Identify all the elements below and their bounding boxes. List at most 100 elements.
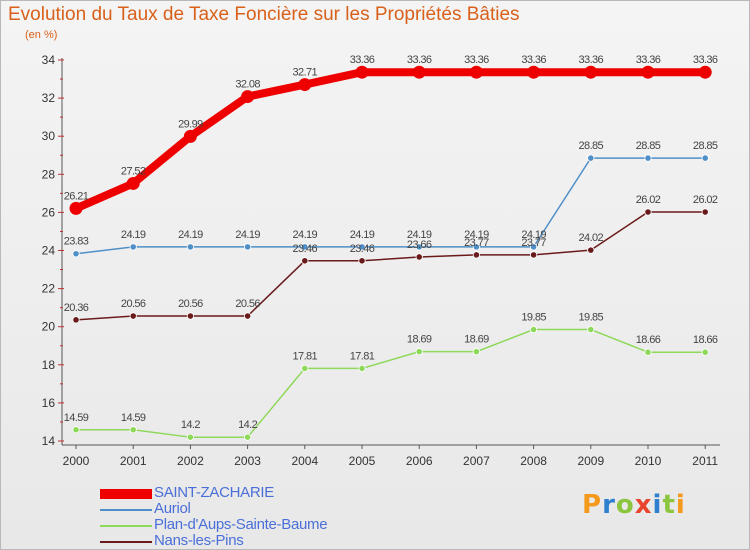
legend-label: SAINT-ZACHARIE	[154, 484, 274, 501]
data-point	[129, 426, 137, 434]
data-label: 20.36	[64, 302, 89, 314]
data-label: 24.19	[350, 229, 375, 241]
data-label: 28.85	[636, 140, 661, 152]
legend-item: Plan-d'Aups-Sainte-Baume	[100, 516, 360, 534]
data-label: 24.19	[407, 229, 432, 241]
proxiti-logo: Proxiti	[582, 490, 686, 520]
data-point	[183, 129, 197, 143]
data-label: 24.19	[464, 229, 489, 241]
x-tick-label: 2009	[577, 454, 604, 468]
data-point	[472, 348, 480, 356]
y-tick-label: 18	[42, 358, 56, 372]
data-point	[529, 243, 538, 251]
data-label: 18.69	[464, 334, 489, 346]
y-tick-label: 22	[42, 282, 56, 296]
data-point	[701, 348, 709, 356]
chart-subtitle: (en %)	[25, 29, 58, 41]
data-label: 28.85	[693, 140, 718, 152]
data-label: 26.02	[693, 194, 718, 206]
series-line-saint-zacharie	[72, 68, 710, 213]
legend-swatch	[100, 525, 152, 527]
y-tick-label: 30	[42, 129, 56, 143]
legend-item: Auriol	[100, 500, 360, 518]
data-point	[72, 250, 80, 258]
data-label: 14.2	[238, 419, 257, 431]
x-tick-label: 2010	[635, 454, 662, 468]
legend-item: Nans-les-Pins	[100, 532, 360, 550]
x-tick-label: 2001	[120, 454, 147, 468]
x-tick-label: 2011	[692, 454, 718, 468]
data-point	[472, 251, 480, 259]
data-label: 27.52	[121, 165, 146, 177]
y-tick-label: 16	[42, 396, 56, 410]
data-label: 24.02	[579, 232, 604, 244]
data-point	[358, 257, 366, 265]
data-label: 23.46	[350, 243, 375, 255]
data-point	[186, 433, 194, 441]
data-point	[529, 325, 538, 334]
data-point	[358, 364, 366, 373]
data-label: 23.66	[407, 239, 432, 251]
data-point	[698, 65, 712, 79]
data-label: 14.59	[64, 412, 89, 424]
data-label: 23.77	[521, 237, 546, 249]
data-point	[412, 65, 426, 79]
data-point	[186, 243, 194, 251]
data-label: 28.85	[579, 140, 604, 152]
data-label: 32.08	[235, 79, 260, 91]
y-tick-label: 14	[42, 434, 56, 448]
data-label: 24.19	[178, 229, 203, 241]
data-label: 18.66	[636, 334, 661, 346]
legend-swatch	[100, 489, 152, 499]
data-point	[72, 316, 80, 324]
data-label: 33.36	[407, 54, 432, 66]
x-tick-label: 2006	[406, 454, 433, 468]
data-point	[69, 201, 83, 215]
data-point	[415, 243, 423, 251]
data-point	[129, 312, 137, 320]
data-point	[644, 154, 652, 162]
x-tick-label: 2003	[234, 454, 261, 468]
data-label: 33.36	[579, 54, 604, 66]
legend-swatch	[100, 541, 152, 543]
data-point	[244, 243, 252, 251]
legend-swatch	[100, 509, 152, 511]
y-tick-label: 32	[42, 91, 56, 105]
data-label: 23.46	[293, 243, 318, 255]
data-point	[298, 78, 312, 92]
x-tick-label: 2008	[520, 454, 547, 468]
data-point	[584, 65, 598, 79]
data-label: 26.02	[636, 194, 661, 206]
data-label: 14.59	[121, 412, 146, 424]
data-point	[186, 312, 194, 320]
legend-item: SAINT-ZACHARIE	[100, 484, 360, 502]
data-label: 17.81	[350, 350, 375, 362]
data-label: 20.56	[178, 298, 203, 310]
y-tick-label: 24	[42, 244, 56, 258]
data-point	[529, 251, 538, 259]
data-point	[129, 243, 137, 251]
data-point	[701, 154, 709, 162]
data-point	[587, 325, 595, 334]
data-point	[644, 348, 652, 356]
data-label: 17.81	[293, 350, 318, 362]
data-point	[527, 65, 541, 79]
data-point	[301, 257, 309, 265]
data-label: 33.36	[350, 54, 375, 66]
data-point	[641, 65, 655, 79]
data-point	[244, 433, 252, 441]
data-point	[701, 208, 709, 216]
data-point	[587, 246, 595, 254]
data-point	[301, 364, 309, 373]
legend-label: Auriol	[154, 500, 191, 517]
data-point	[358, 243, 366, 251]
data-point	[355, 65, 369, 79]
data-label: 18.66	[693, 334, 718, 346]
x-tick-label: 2000	[63, 454, 90, 468]
data-label: 23.83	[64, 236, 89, 248]
data-point	[301, 243, 309, 251]
data-label: 20.56	[121, 298, 146, 310]
y-tick-label: 26	[42, 205, 56, 219]
